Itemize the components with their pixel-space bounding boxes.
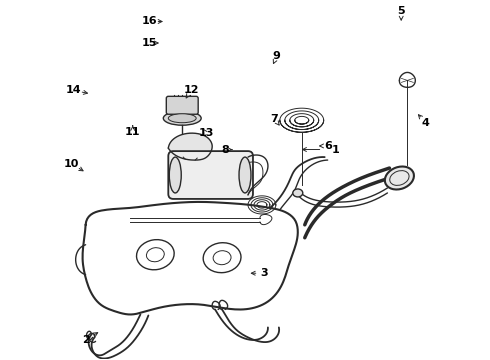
- Ellipse shape: [169, 157, 181, 193]
- Text: 9: 9: [273, 51, 281, 61]
- Text: 8: 8: [221, 144, 229, 154]
- Ellipse shape: [293, 189, 303, 197]
- Text: 16: 16: [142, 17, 158, 27]
- Text: 11: 11: [125, 127, 141, 136]
- Text: 2: 2: [82, 334, 90, 345]
- Text: 15: 15: [142, 38, 157, 48]
- Text: 13: 13: [198, 129, 214, 138]
- Ellipse shape: [239, 157, 251, 193]
- Ellipse shape: [385, 167, 414, 189]
- Text: 7: 7: [270, 114, 278, 124]
- Ellipse shape: [168, 114, 196, 123]
- Text: 10: 10: [64, 159, 79, 169]
- Ellipse shape: [163, 111, 201, 125]
- Text: 1: 1: [331, 144, 339, 154]
- Polygon shape: [168, 133, 212, 160]
- Text: 5: 5: [397, 6, 405, 17]
- Text: 12: 12: [184, 85, 199, 95]
- Text: 3: 3: [261, 268, 269, 278]
- FancyBboxPatch shape: [166, 96, 198, 114]
- FancyBboxPatch shape: [168, 151, 253, 199]
- Text: 4: 4: [422, 118, 430, 128]
- Text: 14: 14: [65, 85, 81, 95]
- Text: 6: 6: [324, 141, 332, 151]
